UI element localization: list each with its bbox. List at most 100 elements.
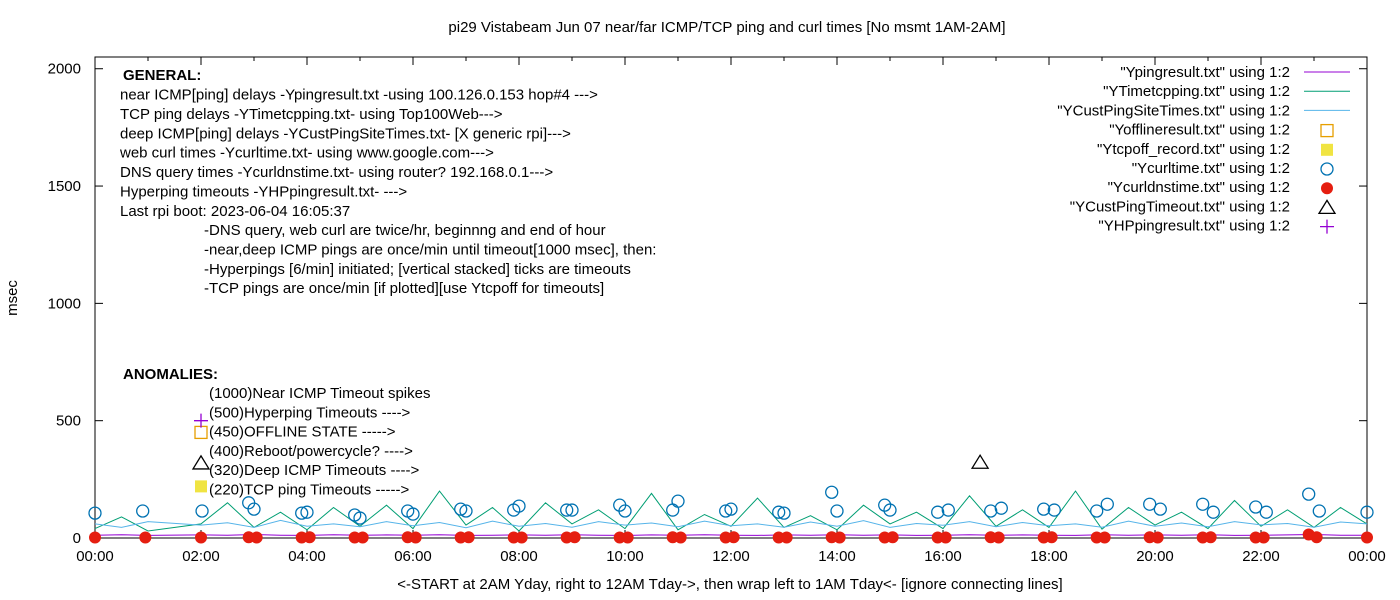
note-line: -TCP pings are once/min [if plotted][use… <box>204 280 604 297</box>
data-point-5 <box>406 507 420 521</box>
note-line: -Hyperpings [6/min] initiated; [vertical… <box>204 261 631 278</box>
general-line: DNS query times -Ycurldnstime.txt- using… <box>120 164 553 181</box>
legend-label: "Yofflineresult.txt" using 1:2 <box>1109 122 1290 139</box>
data-point-5 <box>878 498 892 512</box>
chart-title: pi29 Vistabeam Jun 07 near/far ICMP/TCP … <box>448 19 1005 36</box>
legend-swatch <box>1320 219 1334 234</box>
data-point-6 <box>356 531 369 544</box>
data-point-5 <box>247 502 261 516</box>
data-point-5 <box>777 506 791 520</box>
x-tick-label: 10:00 <box>606 548 644 565</box>
note-line: -near,deep ICMP pings are once/min until… <box>204 241 656 258</box>
legend-swatch <box>1321 182 1333 195</box>
data-point-6 <box>1361 531 1373 544</box>
general-line: deep ICMP[ping] delays -YCustPingSiteTim… <box>120 125 571 142</box>
data-point-7 <box>970 453 990 469</box>
data-point-6 <box>195 531 207 544</box>
data-point-6 <box>1045 531 1058 544</box>
x-tick-label: 00:00 <box>1348 548 1386 565</box>
y-tick-label: 0 <box>73 530 81 547</box>
data-point-6 <box>250 531 263 544</box>
note-line: -DNS query, web curl are twice/hr, begin… <box>204 222 606 239</box>
data-point-6 <box>886 531 899 544</box>
data-point-6 <box>939 531 952 544</box>
x-tick-label: 18:00 <box>1030 548 1068 565</box>
data-point-5 <box>1312 504 1326 518</box>
x-tick-label: 22:00 <box>1242 548 1280 565</box>
data-point-6 <box>1098 531 1111 544</box>
x-tick-label: 08:00 <box>500 548 538 565</box>
data-point-6 <box>303 531 316 544</box>
anomaly-line: (500)Hyperping Timeouts ----> <box>209 404 411 421</box>
legend-label: "Ytcpoff_record.txt" using 1:2 <box>1097 141 1290 158</box>
data-point-6 <box>727 531 740 544</box>
anomaly-line: (450)OFFLINE STATE -----> <box>209 424 396 441</box>
legend-label: "YCustPingSiteTimes.txt" using 1:2 <box>1057 102 1290 119</box>
data-point-5 <box>88 506 102 520</box>
x-tick-label: 02:00 <box>182 548 220 565</box>
data-point-6 <box>1151 531 1164 544</box>
data-point-5 <box>1153 502 1167 516</box>
general-line: Last rpi boot: 2023-06-04 16:05:37 <box>120 203 350 220</box>
legend-label: "YHPpingresult.txt" using 1:2 <box>1098 218 1290 235</box>
data-point-5 <box>666 503 680 517</box>
data-point-5 <box>830 504 844 518</box>
anomaly-line: (320)Deep ICMP Timeouts ----> <box>209 462 419 479</box>
data-point-5 <box>459 504 473 518</box>
data-point-5 <box>883 503 897 517</box>
data-point-5 <box>1196 497 1210 511</box>
data-point-5 <box>994 501 1008 515</box>
y-tick-label: 500 <box>56 413 81 430</box>
y-axis-label: msec <box>4 280 21 316</box>
general-line: Hyperping timeouts -YHPpingresult.txt- -… <box>120 184 407 201</box>
legend-swatch <box>1317 199 1337 215</box>
legend-swatch <box>1321 143 1333 156</box>
data-point-6 <box>568 531 581 544</box>
anomalies-heading: ANOMALIES: <box>123 366 218 383</box>
y-tick-label: 2000 <box>48 61 81 78</box>
legend-label: "Ycurltime.txt" using 1:2 <box>1132 160 1290 177</box>
x-tick-label: 16:00 <box>924 548 962 565</box>
data-point-6 <box>992 531 1005 544</box>
data-point-5 <box>136 504 150 518</box>
data-point-5 <box>512 499 526 513</box>
data-point-4 <box>195 480 207 493</box>
data-point-5 <box>565 503 579 517</box>
data-point-6 <box>674 531 687 544</box>
data-point-5 <box>1206 505 1220 519</box>
general-line: web curl times -Ycurltime.txt- using www… <box>119 145 494 162</box>
data-point-8 <box>194 413 208 428</box>
data-point-6 <box>409 531 422 544</box>
data-point-6 <box>462 531 475 544</box>
x-tick-label: 20:00 <box>1136 548 1174 565</box>
data-point-5 <box>1259 505 1273 519</box>
legend-label: "Ycurldnstime.txt" using 1:2 <box>1108 179 1290 196</box>
data-point-5 <box>560 503 574 517</box>
series-line-1 <box>94 490 1368 532</box>
data-point-6 <box>89 531 101 544</box>
data-point-5 <box>1249 500 1263 514</box>
data-point-5 <box>941 503 955 517</box>
legend-label: "YTimetcpping.txt" using 1:2 <box>1103 83 1290 100</box>
data-point-5 <box>1302 487 1316 501</box>
data-point-5 <box>195 504 209 518</box>
data-point-6 <box>1204 531 1217 544</box>
x-tick-label: 12:00 <box>712 548 750 565</box>
general-line: TCP ping delays -YTimetcpping.txt- using… <box>120 106 503 123</box>
legend-swatch <box>1320 162 1334 176</box>
x-tick-label: 00:00 <box>76 548 114 565</box>
data-point-5 <box>353 511 367 525</box>
data-point-6 <box>1257 531 1270 544</box>
data-point-5 <box>825 485 839 499</box>
general-line: near ICMP[ping] delays -Ypingresult.txt … <box>120 87 598 104</box>
series-line-2 <box>94 519 1368 529</box>
data-point-5 <box>1037 502 1051 516</box>
data-point-5 <box>300 505 314 519</box>
legend-swatch <box>1320 123 1334 138</box>
data-point-5 <box>931 505 945 519</box>
legend-label: "Ypingresult.txt" using 1:2 <box>1120 64 1290 81</box>
legend-label: "YCustPingTimeout.txt" using 1:2 <box>1070 198 1290 215</box>
x-axis-label: <-START at 2AM Yday, right to 12AM Tday-… <box>397 576 1062 593</box>
data-point-5 <box>719 504 733 518</box>
